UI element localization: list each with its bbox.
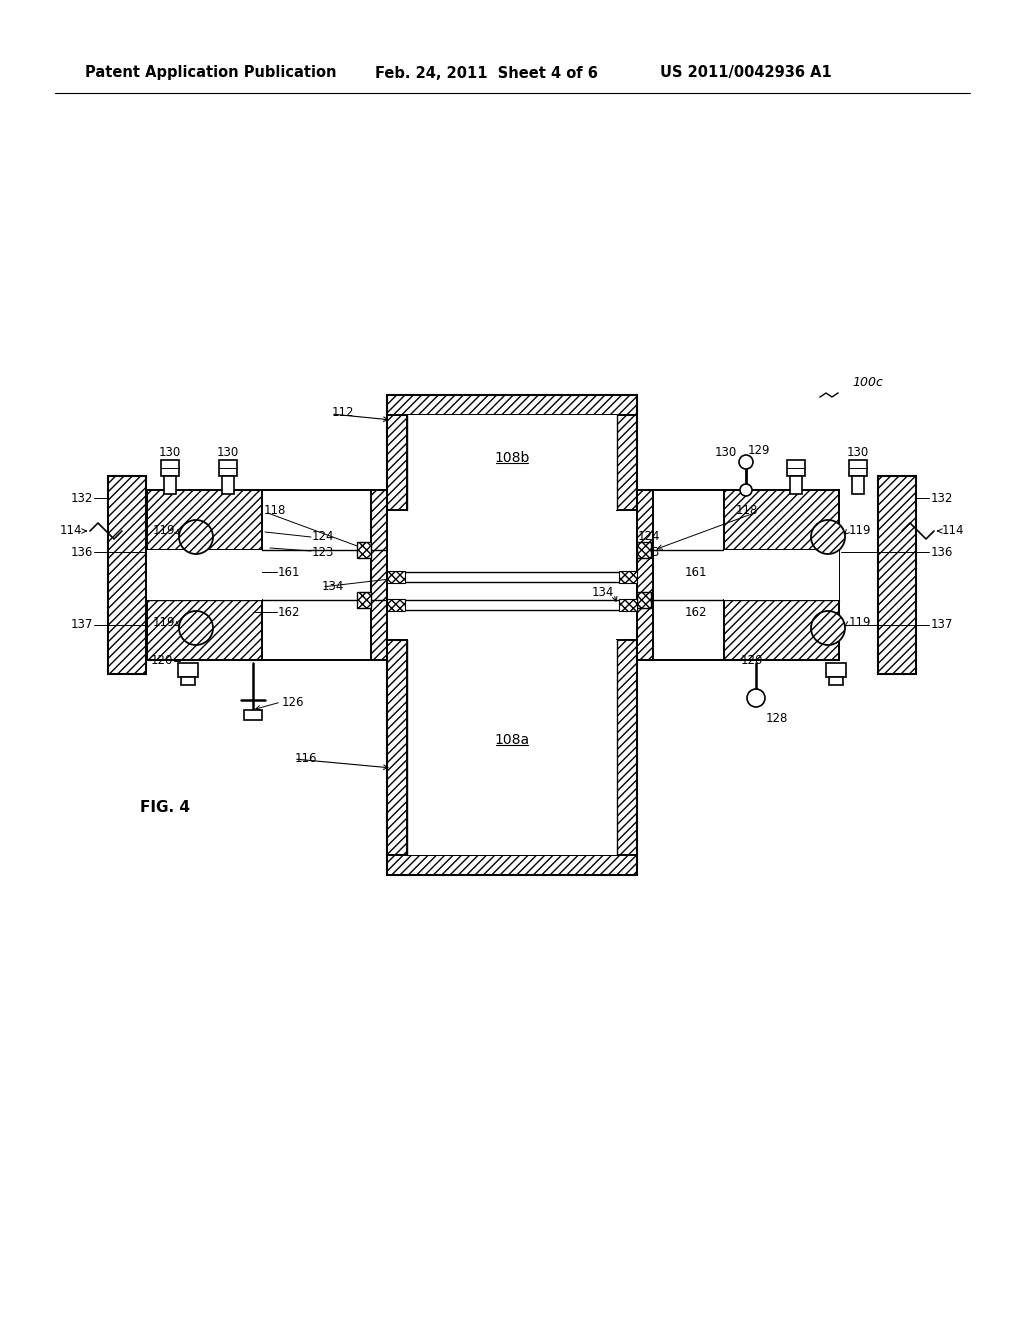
Text: 119: 119 — [849, 616, 871, 630]
Text: 132: 132 — [71, 491, 93, 504]
Bar — [617, 640, 637, 855]
Bar — [849, 459, 867, 477]
Circle shape — [739, 455, 753, 469]
Circle shape — [179, 611, 213, 645]
Text: 132: 132 — [931, 491, 953, 504]
Bar — [618, 599, 637, 611]
Text: 112: 112 — [332, 407, 354, 420]
Text: 108b: 108b — [495, 451, 529, 465]
Text: 137: 137 — [931, 619, 953, 631]
Bar — [829, 677, 843, 685]
Text: 130: 130 — [217, 446, 240, 459]
Text: 134: 134 — [592, 586, 614, 599]
Bar — [826, 663, 846, 677]
Text: 124: 124 — [312, 531, 335, 544]
Text: 130: 130 — [159, 446, 181, 459]
Bar — [724, 550, 839, 601]
Text: 128: 128 — [766, 711, 788, 725]
Bar — [724, 601, 839, 660]
Bar — [244, 710, 262, 719]
Circle shape — [746, 689, 765, 708]
Bar — [387, 395, 407, 510]
Text: Feb. 24, 2011  Sheet 4 of 6: Feb. 24, 2011 Sheet 4 of 6 — [375, 66, 598, 81]
Text: 120: 120 — [151, 655, 173, 668]
Bar — [222, 477, 234, 494]
Text: 114: 114 — [942, 524, 965, 537]
Text: 130: 130 — [847, 446, 869, 459]
Text: 162: 162 — [685, 606, 708, 619]
Bar — [878, 477, 916, 675]
Bar — [407, 414, 617, 510]
Text: 161: 161 — [278, 566, 300, 579]
Bar — [387, 395, 637, 414]
Bar — [852, 477, 864, 494]
Text: 129: 129 — [748, 444, 770, 457]
Text: 120: 120 — [740, 655, 763, 668]
Bar — [178, 663, 198, 677]
Text: 137: 137 — [71, 619, 93, 631]
Bar — [617, 395, 637, 510]
Text: 119: 119 — [153, 616, 175, 630]
Bar — [147, 550, 262, 601]
Text: FIG. 4: FIG. 4 — [140, 800, 190, 816]
Text: 108a: 108a — [495, 733, 529, 747]
Text: 124: 124 — [638, 531, 660, 544]
Circle shape — [179, 520, 213, 554]
Bar — [387, 572, 406, 583]
Bar — [618, 572, 637, 583]
Text: 118: 118 — [735, 503, 758, 516]
Text: 119: 119 — [153, 524, 175, 536]
Bar — [108, 477, 146, 675]
Text: 136: 136 — [931, 545, 953, 558]
Bar — [724, 490, 839, 550]
Bar — [637, 543, 651, 558]
Circle shape — [811, 520, 845, 554]
Text: 119: 119 — [849, 524, 871, 536]
Bar — [637, 490, 653, 660]
Bar — [387, 599, 406, 611]
Bar — [637, 591, 651, 609]
Text: US 2011/0042936 A1: US 2011/0042936 A1 — [660, 66, 831, 81]
Text: 130: 130 — [715, 446, 737, 459]
Text: 126: 126 — [282, 697, 304, 710]
Text: 116: 116 — [295, 751, 317, 764]
Text: 134: 134 — [322, 579, 344, 593]
Bar — [371, 490, 387, 660]
Circle shape — [740, 484, 752, 496]
Bar — [147, 601, 262, 660]
Text: 123: 123 — [638, 546, 660, 560]
Text: 123: 123 — [312, 546, 335, 560]
Bar — [357, 543, 371, 558]
Bar — [407, 640, 617, 855]
Text: 118: 118 — [264, 503, 287, 516]
Bar — [387, 855, 637, 875]
Text: 162: 162 — [278, 606, 300, 619]
Text: 114: 114 — [59, 524, 82, 537]
Bar — [161, 459, 179, 477]
Bar — [790, 477, 802, 494]
Bar — [219, 459, 237, 477]
Bar — [164, 477, 176, 494]
Text: Patent Application Publication: Patent Application Publication — [85, 66, 337, 81]
Text: 161: 161 — [685, 566, 708, 579]
Bar — [387, 640, 407, 855]
Bar — [357, 591, 371, 609]
Text: 136: 136 — [71, 545, 93, 558]
Circle shape — [811, 611, 845, 645]
Bar — [181, 677, 195, 685]
Bar — [787, 459, 805, 477]
Text: 100c: 100c — [852, 376, 883, 389]
Bar — [147, 490, 262, 550]
